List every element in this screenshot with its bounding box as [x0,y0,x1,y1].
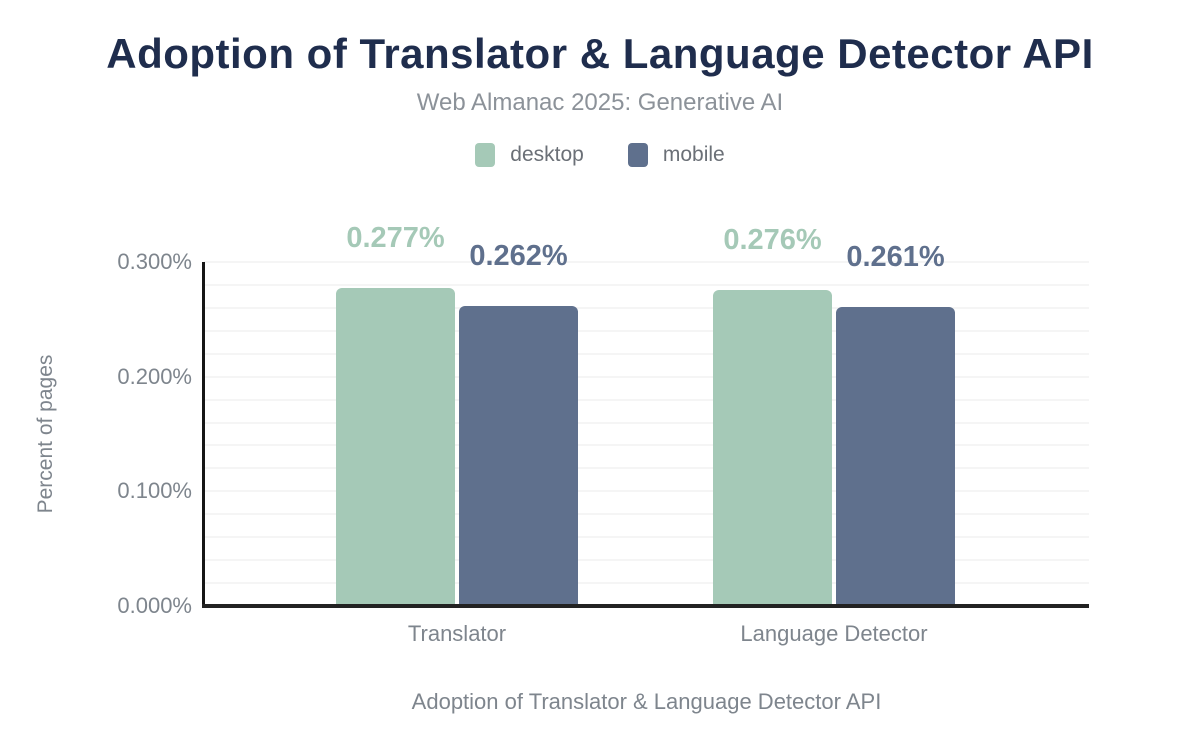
desktop-legend-swatch-icon [475,143,496,167]
y-axis-tick-label: 0.100% [117,478,192,504]
gridline [204,398,1089,401]
mobile-legend-swatch-icon [627,143,648,167]
gridline [204,513,1089,516]
value-label-mobile-language-detector: 0.261% [846,240,945,273]
y-axis-tick-label: 0.000% [117,593,192,618]
y-axis-line [202,262,205,608]
gridline [204,559,1089,562]
bar-mobile-translator[interactable] [459,305,578,606]
x-axis-category-label: Language Detector [740,621,928,646]
gridline [204,352,1089,355]
gridline [204,329,1089,332]
chart-title: Adoption of Translator & Language Detect… [106,30,1094,77]
gridline [204,261,1089,263]
gridline [204,536,1089,539]
value-label-desktop-translator: 0.277% [346,222,445,255]
bar-desktop-translator[interactable] [336,288,455,606]
y-axis-tick-label: 0.300% [117,249,192,274]
x-axis-line [202,604,1089,608]
gridline [204,467,1089,470]
legend-label: desktop [510,143,584,166]
value-label-mobile-translator: 0.262% [469,239,568,272]
legend-item-mobile[interactable]: mobile [627,143,725,167]
gridline [204,283,1089,286]
bar-mobile-language-detector[interactable] [836,306,955,606]
x-axis-category-label: Translator [407,621,507,646]
value-label-desktop-language-detector: 0.276% [723,223,822,256]
gridline [204,582,1089,585]
gridline [204,421,1089,424]
legend-item-desktop[interactable]: desktop [475,143,584,167]
bar-desktop-language-detector[interactable] [713,289,832,606]
legend-label: mobile [662,143,725,166]
gridline [204,444,1089,447]
y-axis-tick-label: 0.200% [117,363,192,389]
chart-subtitle: Web Almanac 2025: Generative AI [416,89,784,116]
gridline [204,375,1089,378]
legend: desktop mobile [0,141,1200,169]
gridline [204,306,1089,309]
gridline [204,490,1089,493]
x-axis-title: Adoption of Translator & Language Detect… [411,689,882,714]
